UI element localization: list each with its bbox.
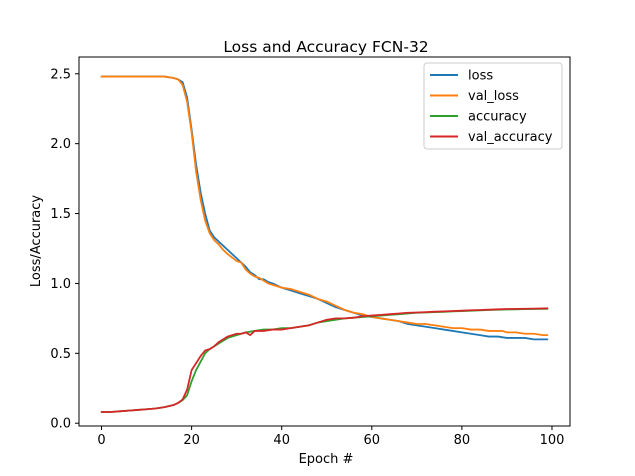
y-tick-label: 0.5 [50,347,71,362]
x-tick-label: 20 [183,433,200,448]
legend-entry-loss: loss [430,69,493,84]
axes-frame [78,56,571,427]
legend-entry-val-accuracy: val_accuracy [430,130,553,145]
y-tick-label: 2.5 [50,67,71,82]
legend-label: accuracy [468,110,527,125]
x-tick-label: 40 [273,433,290,448]
legend-label: val_accuracy [468,130,553,145]
x-tick-label: 0 [97,433,105,448]
legend-label: loss [468,69,493,84]
x-tick-label: 80 [454,433,471,448]
x-axis-title: Epoch # [299,452,354,467]
legend-entry-accuracy: accuracy [430,110,527,125]
y-tick-label: 1.0 [50,277,71,292]
legend-items: loss val_loss accuracy val_accuracy [430,69,553,145]
y-tick-label: 2.0 [50,137,71,152]
plot-area [100,75,549,413]
series-line-val-loss [100,75,549,337]
y-axis-title: Loss/Accuracy [29,195,44,288]
axis-ticks: 0 20 40 60 80 100 0.0 0.5 1.0 1.5 2.0 2.5 [50,67,564,448]
x-tick-label: 100 [540,433,565,448]
series-line-val-accuracy [100,307,549,413]
legend-box [423,62,563,150]
chart-title: Loss and Accuracy FCN-32 [223,38,428,56]
y-tick-label: 0.0 [50,417,71,432]
legend: loss val_loss accuracy val_accuracy [423,62,563,150]
legend-label: val_loss [468,89,519,104]
x-tick-label: 60 [364,433,381,448]
legend-entry-val-loss: val_loss [430,89,519,104]
y-tick-label: 1.5 [50,207,71,222]
